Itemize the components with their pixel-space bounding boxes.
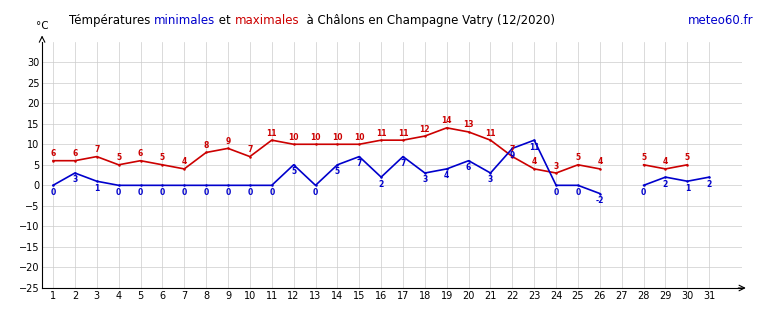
Text: 11: 11	[398, 129, 409, 138]
Text: 0: 0	[554, 188, 558, 197]
Text: 3: 3	[554, 162, 558, 171]
Text: 8: 8	[203, 141, 209, 150]
Text: 6: 6	[72, 149, 77, 158]
Text: 0: 0	[247, 188, 252, 197]
Text: 6: 6	[466, 163, 471, 172]
Text: 0: 0	[50, 188, 56, 197]
Text: minimales: minimales	[154, 14, 215, 28]
Text: 3: 3	[488, 175, 493, 184]
Text: 7: 7	[400, 159, 405, 168]
Text: 11: 11	[529, 143, 539, 152]
Text: 4: 4	[181, 157, 187, 166]
Text: 7: 7	[94, 145, 99, 154]
Text: 9: 9	[509, 151, 515, 160]
Text: 0: 0	[181, 188, 187, 197]
Text: maximales: maximales	[235, 14, 299, 28]
Text: 6: 6	[50, 149, 56, 158]
Text: 4: 4	[597, 157, 603, 166]
Text: 0: 0	[203, 188, 209, 197]
Text: 0: 0	[269, 188, 275, 197]
Text: 0: 0	[226, 188, 230, 197]
Text: 1: 1	[94, 184, 99, 193]
Text: 5: 5	[685, 153, 690, 162]
Text: 5: 5	[116, 153, 121, 162]
Text: 4: 4	[444, 172, 449, 180]
Text: 7: 7	[509, 145, 515, 154]
Text: 7: 7	[247, 145, 252, 154]
Text: 0: 0	[116, 188, 122, 197]
Text: 14: 14	[441, 116, 452, 125]
Text: à Châlons en Champagne Vatry (12/2020): à Châlons en Champagne Vatry (12/2020)	[299, 14, 555, 28]
Text: 5: 5	[160, 153, 165, 162]
Text: et: et	[215, 14, 235, 28]
Text: 9: 9	[226, 137, 230, 146]
Text: 3: 3	[422, 175, 428, 184]
Text: 12: 12	[420, 124, 430, 133]
Text: 10: 10	[288, 133, 299, 142]
Text: °C: °C	[36, 21, 48, 31]
Text: 4: 4	[662, 157, 668, 166]
Text: meteo60.fr: meteo60.fr	[688, 14, 754, 28]
Text: 3: 3	[72, 175, 77, 184]
Text: 13: 13	[464, 121, 474, 130]
Text: 10: 10	[354, 133, 364, 142]
Text: 0: 0	[641, 188, 646, 197]
Text: 0: 0	[160, 188, 165, 197]
Text: 5: 5	[335, 167, 340, 176]
Text: 2: 2	[707, 180, 712, 188]
Text: Témpératures: Témpératures	[69, 14, 154, 28]
Text: -2: -2	[596, 196, 604, 205]
Text: 10: 10	[311, 133, 321, 142]
Text: 2: 2	[662, 180, 668, 188]
Text: 11: 11	[485, 129, 496, 138]
Text: 6: 6	[138, 149, 143, 158]
Text: 0: 0	[138, 188, 143, 197]
Text: 7: 7	[356, 159, 362, 168]
Text: 4: 4	[532, 157, 537, 166]
Text: 5: 5	[291, 167, 296, 176]
Text: 2: 2	[379, 180, 384, 188]
Text: 11: 11	[376, 129, 386, 138]
Text: 0: 0	[575, 188, 581, 197]
Text: 5: 5	[641, 153, 646, 162]
Text: 5: 5	[575, 153, 581, 162]
Text: 10: 10	[332, 133, 343, 142]
Text: 11: 11	[266, 129, 277, 138]
Text: 0: 0	[313, 188, 318, 197]
Text: 1: 1	[685, 184, 690, 193]
